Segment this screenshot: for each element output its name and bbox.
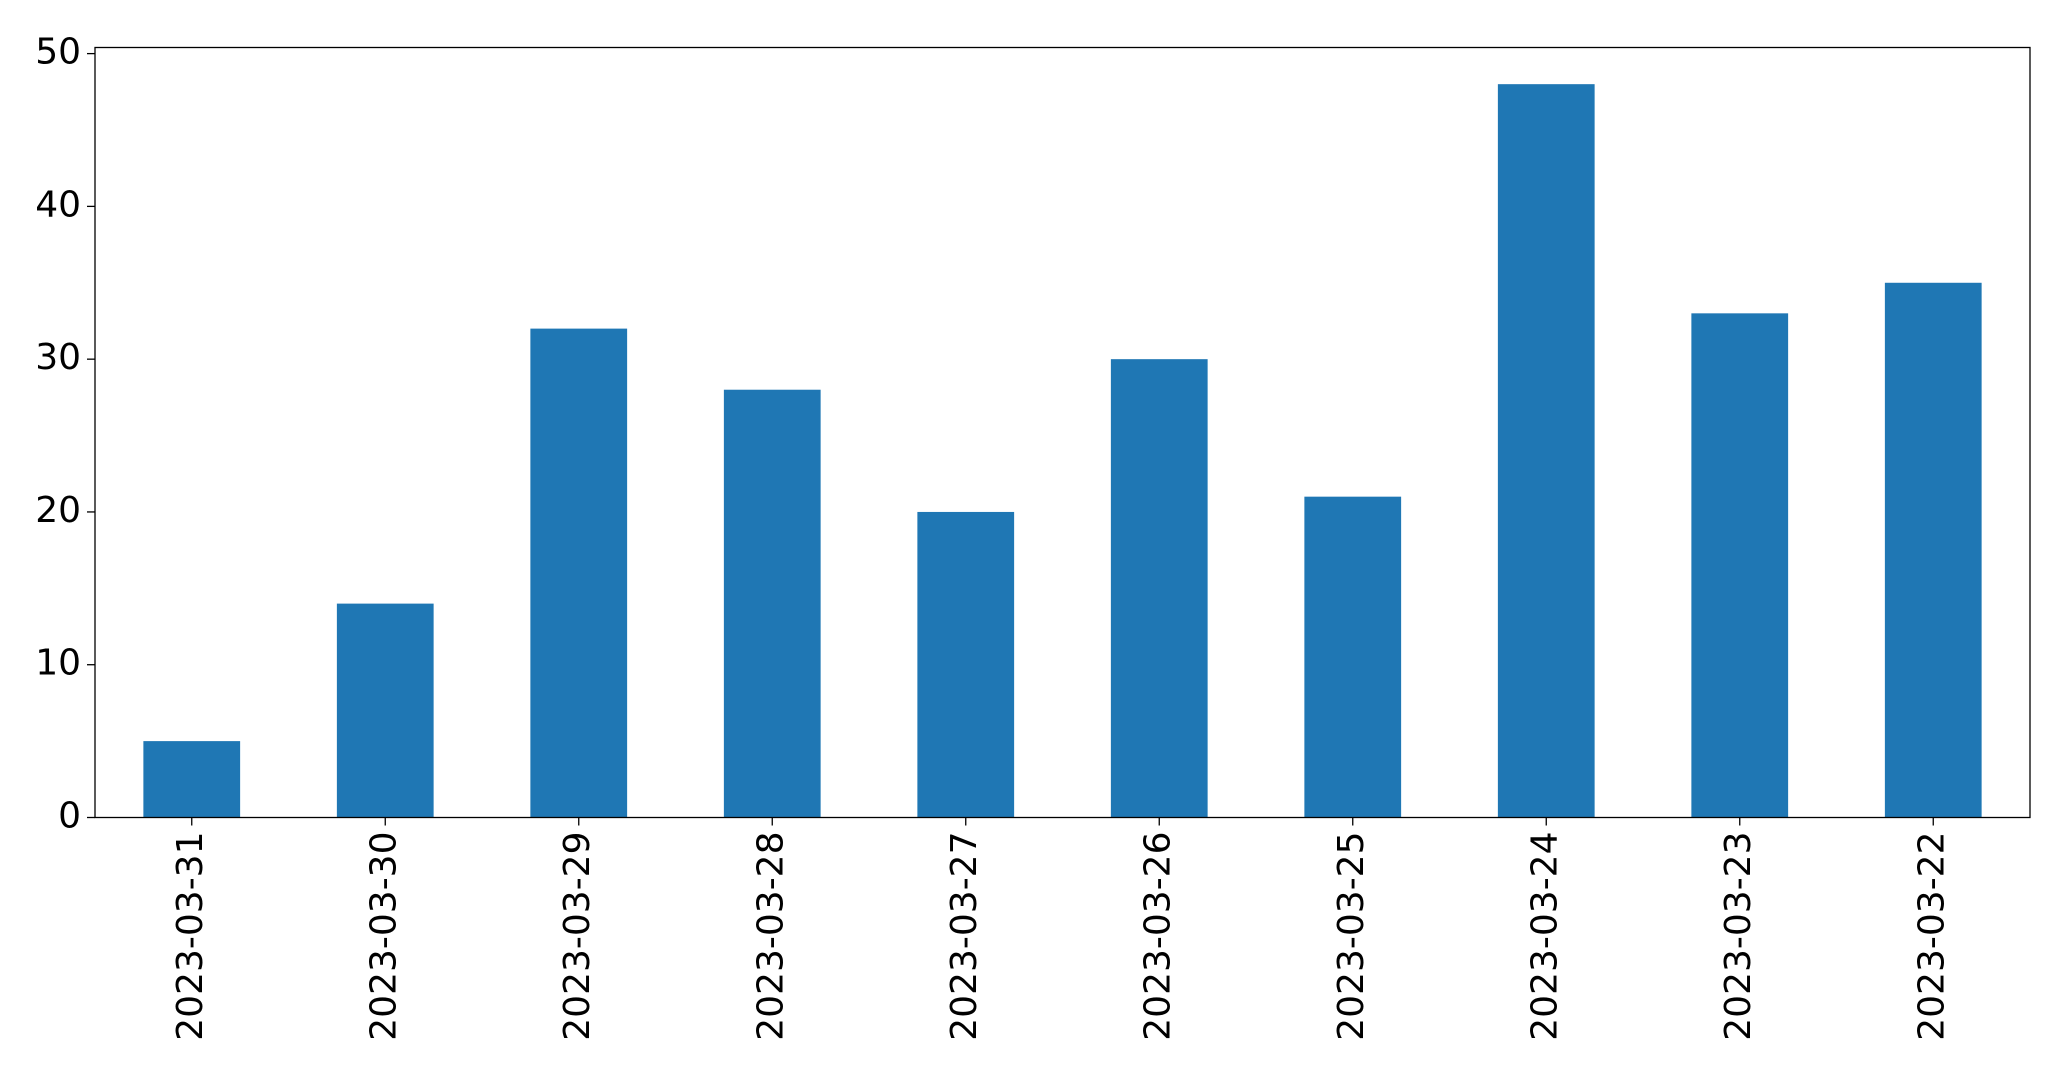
y-tick-label: 20 xyxy=(35,490,81,531)
x-tick-label: 2023-03-30 xyxy=(363,832,404,1041)
y-tick-label: 0 xyxy=(58,796,81,837)
bar xyxy=(1884,282,1982,818)
bar xyxy=(143,741,241,818)
x-tick-label: 2023-03-29 xyxy=(557,832,598,1041)
bar xyxy=(723,389,821,818)
bar xyxy=(1110,359,1208,818)
x-tick-label: 2023-03-22 xyxy=(1911,832,1952,1041)
bar xyxy=(1497,84,1595,818)
bar xyxy=(1304,496,1402,818)
x-tick-label: 2023-03-23 xyxy=(1718,832,1759,1041)
plot-frame xyxy=(94,46,2031,819)
bar xyxy=(530,328,628,818)
bar xyxy=(917,511,1015,818)
x-tick-label: 2023-03-27 xyxy=(944,832,985,1041)
bar xyxy=(336,603,434,818)
x-tick-label: 2023-03-25 xyxy=(1331,832,1372,1041)
bar xyxy=(1691,313,1789,818)
y-tick-label: 10 xyxy=(35,643,81,684)
x-tick-label: 2023-03-26 xyxy=(1137,832,1178,1041)
y-tick-label: 40 xyxy=(35,184,81,225)
x-tick-label: 2023-03-31 xyxy=(170,832,211,1041)
y-tick-label: 30 xyxy=(35,337,81,378)
y-tick-label: 50 xyxy=(35,32,81,73)
x-tick-label: 2023-03-24 xyxy=(1524,832,1565,1041)
x-tick-label: 2023-03-28 xyxy=(750,832,791,1041)
